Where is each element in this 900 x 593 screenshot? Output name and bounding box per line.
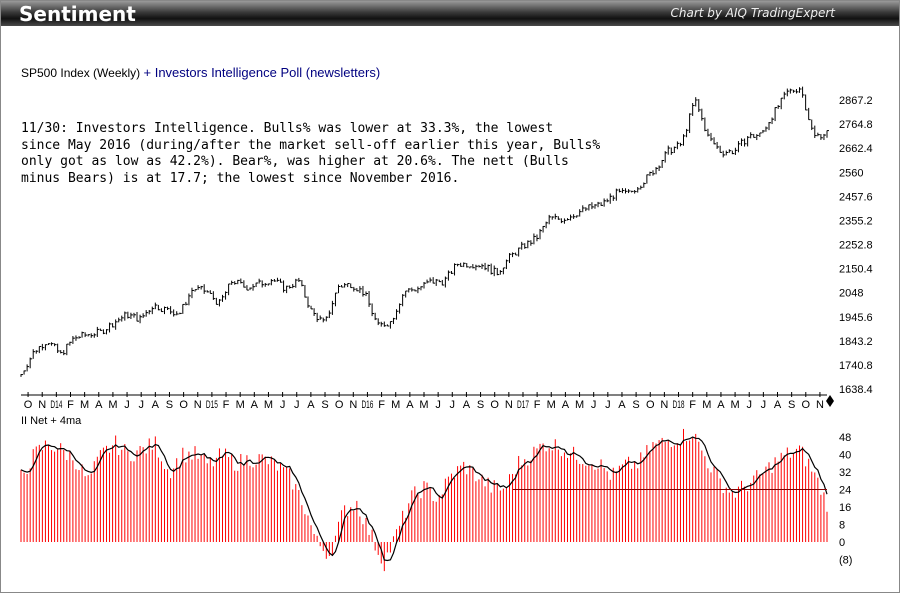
month-label: M	[547, 399, 556, 411]
month-label: S	[632, 399, 639, 411]
month-label: F	[689, 399, 696, 411]
indicator-title: II Net + 4ma	[21, 415, 82, 427]
indicator-ytick-label: 8	[839, 520, 845, 532]
chart-title: Sentiment	[19, 2, 136, 26]
indicator-ytick-label: 0	[839, 537, 845, 549]
ma-line	[20, 436, 828, 562]
month-label: J	[435, 399, 441, 411]
month-label: S	[477, 399, 484, 411]
month-label: M	[80, 399, 89, 411]
indicator-ytick-label: 40	[839, 450, 851, 462]
month-label: J	[280, 399, 286, 411]
indicator-ytick-label: (8)	[839, 555, 852, 567]
price-ytick-label: 2048	[839, 288, 863, 300]
month-label: J	[138, 399, 144, 411]
month-label: D16	[361, 399, 373, 411]
subtitle-main: SP500 Index (Weekly)	[21, 66, 141, 80]
month-label: D17	[517, 399, 529, 411]
month-label: A	[152, 399, 160, 411]
month-label: J	[605, 399, 611, 411]
month-label: A	[406, 399, 414, 411]
end-marker-icon	[826, 395, 834, 407]
month-label: J	[294, 399, 300, 411]
month-label: M	[236, 399, 245, 411]
month-label: S	[166, 399, 173, 411]
month-label: N	[660, 399, 668, 411]
price-ytick-label: 2867.2	[839, 95, 873, 107]
indicator-ytick-label: 32	[839, 467, 851, 479]
month-label: O	[335, 399, 344, 411]
header-bar: Sentiment Chart by AIQ TradingExpert	[1, 1, 899, 26]
month-label: D14	[50, 399, 62, 411]
month-label: J	[124, 399, 130, 411]
month-label: N	[505, 399, 513, 411]
indicator-ytick-label: 24	[839, 485, 851, 497]
month-label: J	[450, 399, 456, 411]
month-label: S	[788, 399, 795, 411]
price-ytick-label: 1843.2	[839, 336, 873, 348]
month-label: J	[746, 399, 752, 411]
month-label: F	[534, 399, 541, 411]
month-label: J	[591, 399, 597, 411]
month-label: M	[575, 399, 584, 411]
month-label: A	[307, 399, 315, 411]
month-label: A	[717, 399, 725, 411]
price-ytick-label: 1638.4	[839, 384, 873, 396]
month-label: M	[702, 399, 711, 411]
month-label: A	[463, 399, 471, 411]
month-label: M	[391, 399, 400, 411]
subtitle-plus: + Investors Intelligence Poll (newslette…	[143, 65, 381, 80]
price-ytick-label: 2662.4	[839, 143, 873, 155]
month-label: J	[761, 399, 767, 411]
month-label: A	[618, 399, 626, 411]
month-label: A	[95, 399, 103, 411]
month-label: A	[251, 399, 259, 411]
month-label: O	[646, 399, 655, 411]
commentary-text: 11/30: Investors Intelligence. Bulls% wa…	[21, 121, 601, 186]
month-label: M	[264, 399, 273, 411]
price-ytick-label: 2355.2	[839, 215, 873, 227]
month-label: S	[321, 399, 328, 411]
month-label: A	[774, 399, 782, 411]
price-ytick-label: 2252.8	[839, 240, 873, 252]
price-ytick-label: 2150.4	[839, 264, 873, 276]
month-label: M	[731, 399, 740, 411]
indicator-ytick-label: 48	[839, 432, 851, 444]
month-label: A	[562, 399, 570, 411]
indicator-ytick-label: 16	[839, 502, 851, 514]
month-label: O	[179, 399, 188, 411]
price-ytick-label: 2764.8	[839, 119, 873, 131]
price-ytick-label: 2560	[839, 167, 863, 179]
month-label: D18	[673, 399, 685, 411]
month-label: N	[349, 399, 357, 411]
month-label: N	[194, 399, 202, 411]
month-label: N	[816, 399, 824, 411]
month-label: M	[108, 399, 117, 411]
month-label: O	[802, 399, 811, 411]
month-label: F	[67, 399, 74, 411]
month-label: O	[24, 399, 33, 411]
chart-subtitle: SP500 Index (Weekly) + Investors Intelli…	[21, 65, 380, 80]
price-ytick-label: 1740.8	[839, 360, 873, 372]
price-ytick-label: 2457.6	[839, 191, 873, 203]
month-label: N	[38, 399, 46, 411]
month-label: O	[490, 399, 499, 411]
price-ytick-label: 1945.6	[839, 312, 873, 324]
month-label: F	[223, 399, 230, 411]
month-label: F	[378, 399, 385, 411]
month-label: D15	[206, 399, 218, 411]
chart-credit: Chart by AIQ TradingExpert	[670, 6, 835, 20]
month-label: M	[419, 399, 428, 411]
